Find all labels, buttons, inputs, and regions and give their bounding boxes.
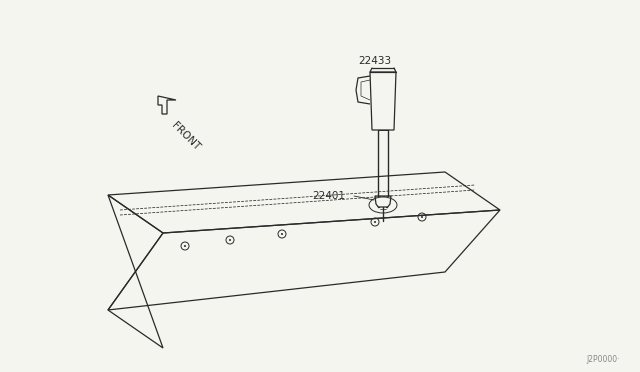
Circle shape xyxy=(229,239,231,241)
Circle shape xyxy=(184,245,186,247)
Text: 22433: 22433 xyxy=(358,56,391,66)
Circle shape xyxy=(374,221,376,223)
Circle shape xyxy=(421,216,423,218)
Text: J2P0000·: J2P0000· xyxy=(586,356,620,365)
Text: 22401: 22401 xyxy=(312,191,345,201)
Text: FRONT: FRONT xyxy=(170,120,202,152)
Circle shape xyxy=(281,233,283,235)
